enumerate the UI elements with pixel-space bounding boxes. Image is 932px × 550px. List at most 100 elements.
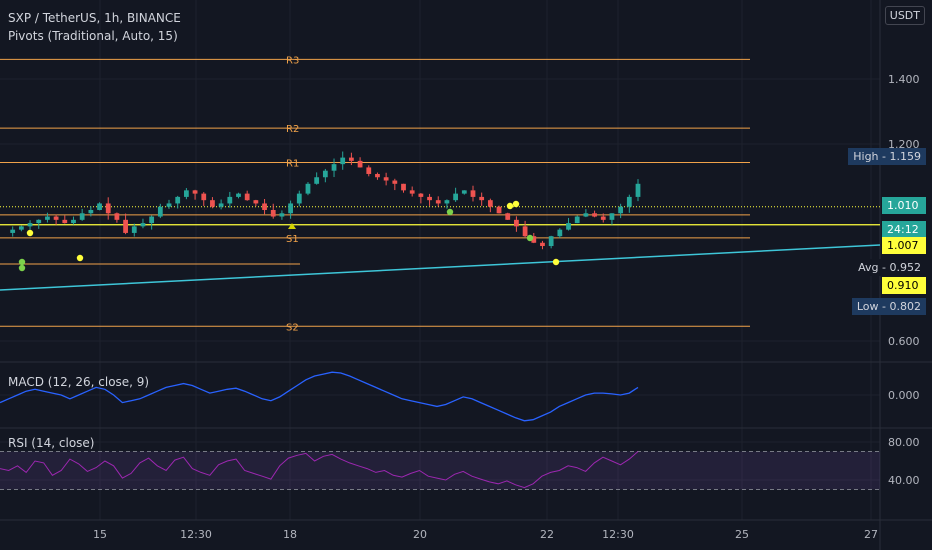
candle-body bbox=[505, 213, 511, 220]
signal-marker bbox=[18, 264, 26, 272]
price-tag: Low - 0.802 bbox=[851, 298, 926, 315]
candle-body bbox=[600, 216, 606, 220]
symbol-title[interactable]: SXP / TetherUS, 1h, BINANCE bbox=[8, 11, 181, 25]
price-tick-label: 0.600 bbox=[888, 335, 920, 348]
candle-body bbox=[626, 196, 632, 207]
candle-body bbox=[88, 210, 94, 214]
pivots-indicator-label[interactable]: Pivots (Traditional, Auto, 15) bbox=[8, 29, 178, 43]
time-tick-label: 27 bbox=[864, 528, 878, 541]
candle-body bbox=[279, 213, 285, 217]
candle-body bbox=[314, 177, 320, 184]
signal-marker bbox=[512, 200, 520, 208]
candle-body bbox=[514, 219, 519, 227]
candle-body bbox=[574, 216, 580, 224]
rsi-band bbox=[0, 451, 880, 490]
candle-body bbox=[53, 216, 59, 220]
candle-body bbox=[548, 236, 554, 247]
candle-body bbox=[305, 183, 311, 194]
signal-marker bbox=[552, 258, 560, 266]
price-tag: 1.007 bbox=[882, 237, 926, 254]
candle-body bbox=[435, 200, 441, 204]
price-tag: High - 1.159 bbox=[848, 148, 926, 165]
candle-body bbox=[522, 226, 528, 237]
candle-body bbox=[583, 213, 589, 217]
candle-body bbox=[470, 190, 476, 197]
candle-body bbox=[218, 203, 224, 207]
candle-body bbox=[401, 183, 406, 191]
signal-marker bbox=[526, 234, 534, 242]
candle-body bbox=[479, 196, 485, 201]
candle-body bbox=[18, 226, 24, 230]
candle-body bbox=[62, 219, 68, 224]
candle-body bbox=[192, 190, 198, 194]
pivot-label: R3 bbox=[286, 55, 299, 66]
candle-body bbox=[79, 213, 85, 220]
candle-body bbox=[375, 173, 380, 178]
candle-body bbox=[366, 167, 372, 174]
signal-marker bbox=[26, 229, 34, 237]
candle-body bbox=[71, 219, 76, 224]
candle-body bbox=[566, 223, 571, 230]
pivot-label: S2 bbox=[286, 322, 299, 333]
candle-body bbox=[236, 193, 241, 197]
macd-indicator-label[interactable]: MACD (12, 26, close, 9) bbox=[8, 375, 150, 389]
candle-body bbox=[45, 216, 50, 220]
candle-body bbox=[340, 157, 346, 165]
candle-body bbox=[201, 193, 207, 201]
candle-body bbox=[149, 216, 155, 224]
candle-body bbox=[592, 213, 597, 217]
candle-body bbox=[383, 177, 389, 181]
candle-body bbox=[418, 193, 424, 197]
pivot-label: R2 bbox=[286, 124, 299, 135]
candle-body bbox=[97, 203, 102, 210]
candle-body bbox=[461, 190, 467, 194]
macd-tick-label: 0.000 bbox=[888, 389, 920, 402]
signal-marker bbox=[506, 202, 514, 210]
candle-body bbox=[10, 229, 16, 233]
candle-body bbox=[140, 223, 146, 227]
signal-marker bbox=[76, 254, 84, 262]
price-tag: 1.010 bbox=[882, 197, 926, 214]
candle-body bbox=[114, 213, 120, 220]
candle-body bbox=[210, 200, 215, 207]
candles bbox=[10, 151, 641, 250]
signal-markers bbox=[18, 200, 560, 272]
time-tick-label: 15 bbox=[93, 528, 107, 541]
candle-body bbox=[166, 203, 172, 207]
rsi-pane bbox=[0, 451, 880, 490]
candle-body bbox=[453, 193, 459, 201]
candle-body bbox=[609, 213, 615, 220]
candle-body bbox=[105, 203, 111, 214]
rsi-tick-label: 40.00 bbox=[888, 474, 920, 487]
price-tag: Avg - 0.952 bbox=[853, 259, 926, 276]
candle-body bbox=[392, 180, 398, 184]
candle-body bbox=[123, 219, 128, 233]
rsi-tick-label: 80.00 bbox=[888, 436, 920, 449]
candle-body bbox=[244, 193, 250, 201]
candle-body bbox=[487, 200, 493, 207]
candle-body bbox=[227, 196, 233, 204]
candle-body bbox=[175, 196, 181, 204]
candle-body bbox=[557, 229, 563, 237]
ascending-trendline bbox=[0, 244, 881, 291]
signal-marker bbox=[446, 208, 454, 216]
candle-body bbox=[296, 193, 302, 204]
pivot-label: S1 bbox=[286, 234, 299, 245]
rsi-line bbox=[0, 451, 639, 489]
price-tag: 0.910 bbox=[882, 277, 926, 294]
time-tick-label: 22 bbox=[540, 528, 554, 541]
time-tick-label: 12:30 bbox=[602, 528, 634, 541]
time-tick-label: 18 bbox=[283, 528, 297, 541]
candle-body bbox=[349, 157, 354, 161]
pivot-label: R1 bbox=[286, 159, 299, 170]
candle-body bbox=[288, 203, 293, 214]
candle-body bbox=[36, 219, 42, 224]
currency-button[interactable]: USDT bbox=[884, 6, 925, 25]
price-tag: 24:12 bbox=[882, 221, 926, 238]
rsi-indicator-label[interactable]: RSI (14, close) bbox=[8, 436, 95, 450]
time-tick-label: 20 bbox=[413, 528, 427, 541]
trend-line bbox=[0, 244, 881, 291]
candle-body bbox=[131, 226, 137, 233]
candle-body bbox=[635, 183, 641, 197]
